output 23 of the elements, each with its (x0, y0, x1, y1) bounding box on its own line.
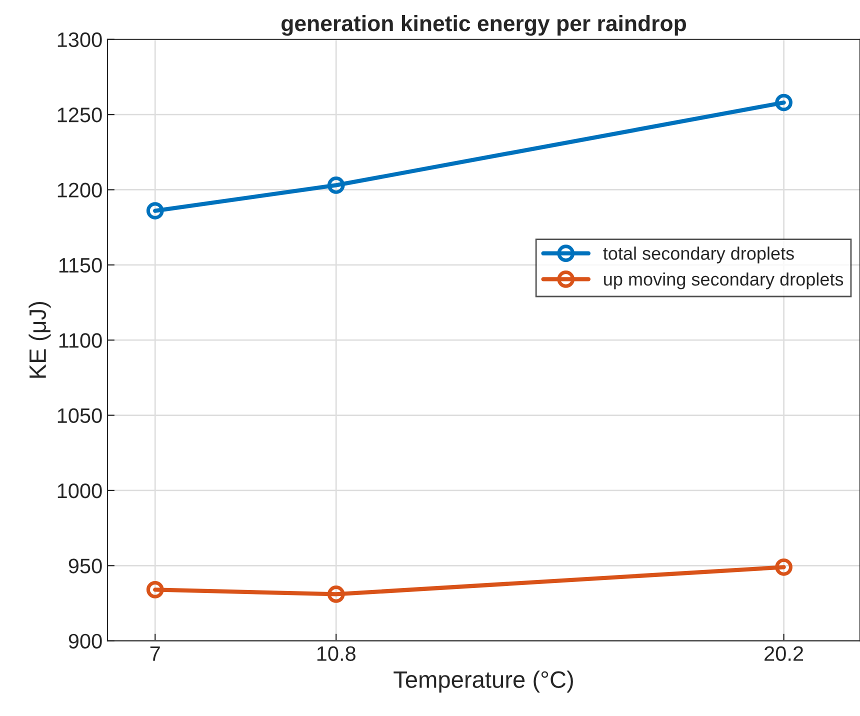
y-tick-label: 1150 (59, 258, 102, 273)
legend-label: total secondary droplets (603, 246, 794, 264)
y-tick-label: 1100 (59, 333, 102, 348)
y-tick-label: 1200 (58, 182, 102, 198)
chart-title: generation kinetic energy per raindrop (282, 14, 686, 36)
y-tick-label: 1300 (58, 32, 102, 48)
x-tick-label: 7 (150, 646, 160, 661)
point (327, 586, 345, 603)
y-tick-label: 950 (68, 558, 102, 574)
x-tick-label: 10.8 (317, 646, 356, 661)
point (146, 581, 164, 598)
x-axis-title: Temperature (°C) (394, 670, 573, 693)
legend-label: up moving secondary droplets (604, 272, 844, 290)
y-axis-title: KE (μJ) (28, 302, 51, 378)
point (775, 558, 792, 576)
point (775, 94, 792, 112)
point (327, 176, 345, 194)
y-tick-label: 1050 (58, 408, 102, 424)
y-tick-label: 1250 (58, 108, 102, 122)
point (146, 202, 164, 220)
x-tick-label: 20.2 (764, 646, 804, 661)
y-tick-label: 900 (68, 634, 102, 649)
y-tick-label: 1000 (58, 483, 102, 498)
